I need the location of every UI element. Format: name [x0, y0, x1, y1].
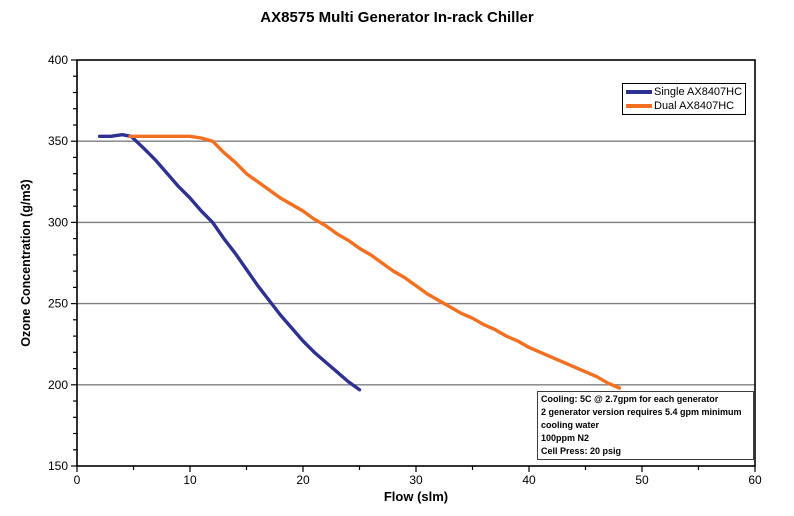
x-tick-label: 0 [74, 473, 81, 487]
annotation-box: Cooling: 5C @ 2.7gpm for each generator … [537, 391, 754, 460]
annotation-line: Cooling: 5C @ 2.7gpm for each generator [541, 394, 719, 404]
y-tick-label: 200 [48, 378, 68, 392]
x-tick-label: 60 [748, 473, 762, 487]
x-tick-label: 50 [635, 473, 649, 487]
legend-line-swatch [626, 104, 652, 108]
series-line-single-ax8407hc [97, 133, 362, 392]
annotation-line: Cell Press: 20 psig [541, 446, 622, 456]
legend-label: Single AX8407HC [654, 86, 743, 98]
y-tick-label: 250 [48, 297, 68, 311]
legend-entry: Single AX8407HC [626, 85, 742, 99]
legend-entry: Dual AX8407HC [626, 99, 742, 113]
y-tick-label: 150 [48, 459, 68, 473]
legend: Single AX8407HC Dual AX8407HC [622, 83, 746, 115]
x-tick-label: 30 [409, 473, 423, 487]
x-tick-label: 10 [183, 473, 197, 487]
annotation-line: 2 generator version requires 5.4 gpm min… [541, 407, 742, 417]
x-tick-label: 40 [522, 473, 536, 487]
annotation-line: 100ppm N2 [541, 433, 590, 443]
y-tick-label: 400 [48, 53, 68, 67]
y-tick-label: 350 [48, 134, 68, 148]
x-tick-label: 20 [296, 473, 310, 487]
series-line-dual-ax8407hc [128, 134, 622, 390]
legend-line-swatch [626, 90, 652, 94]
x-axis-title: Flow (slm) [383, 489, 449, 504]
annotation-line: cooling water [541, 420, 600, 430]
legend-label: Dual AX8407HC [654, 100, 735, 112]
y-axis-title: Ozone Concentration (g/m3) [19, 179, 33, 347]
chart-title: AX8575 Multi Generator In-rack Chiller [260, 9, 534, 26]
y-tick-label: 300 [48, 215, 68, 229]
